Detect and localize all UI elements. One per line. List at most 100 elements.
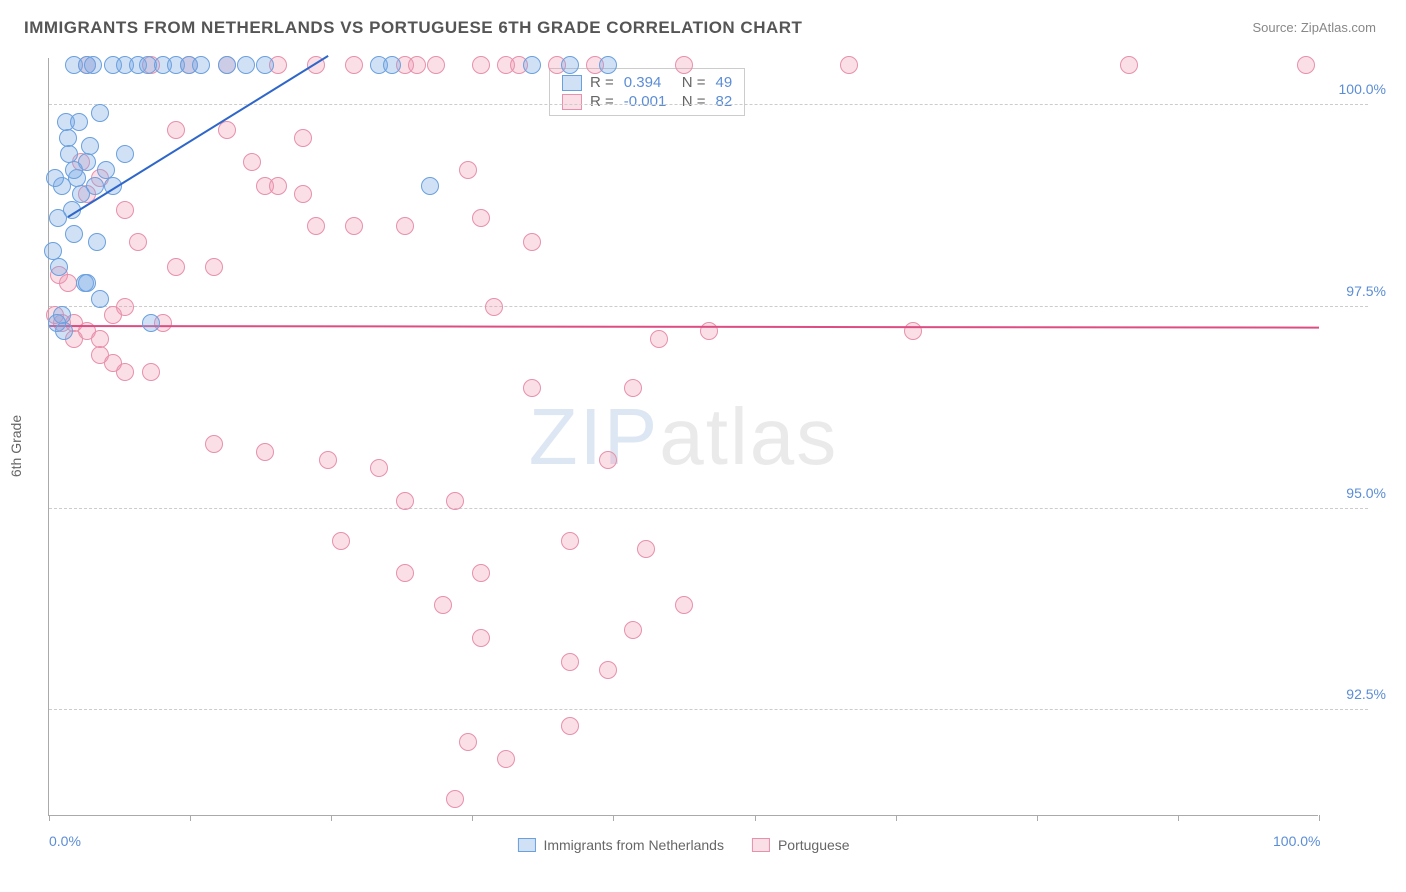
data-point-portuguese	[446, 492, 464, 510]
data-point-netherlands	[86, 177, 104, 195]
data-point-portuguese	[370, 459, 388, 477]
data-point-portuguese	[561, 653, 579, 671]
data-point-portuguese	[904, 322, 922, 340]
gridline-horizontal	[49, 709, 1368, 710]
x-tick-label: 0.0%	[49, 833, 81, 849]
chart-plot-area: ZIPatlas R =0.394N =49R =-0.001N =82 Imm…	[48, 58, 1318, 816]
data-point-portuguese	[637, 540, 655, 558]
trend-line-portuguese	[49, 325, 1319, 329]
data-point-netherlands	[49, 209, 67, 227]
data-point-netherlands	[192, 56, 210, 74]
data-point-netherlands	[46, 169, 64, 187]
data-point-portuguese	[408, 56, 426, 74]
legend-n-value: 82	[716, 93, 733, 110]
data-point-portuguese	[205, 258, 223, 276]
data-point-portuguese	[472, 56, 490, 74]
data-point-portuguese	[345, 56, 363, 74]
data-point-portuguese	[345, 217, 363, 235]
data-point-portuguese	[523, 379, 541, 397]
data-point-portuguese	[307, 217, 325, 235]
y-tick-label: 100.0%	[1339, 81, 1386, 97]
data-point-netherlands	[237, 56, 255, 74]
data-point-portuguese	[459, 733, 477, 751]
series-legend: Immigrants from Netherlands Portuguese	[517, 837, 849, 853]
y-axis-label: 6th Grade	[8, 415, 24, 477]
data-point-portuguese	[1120, 56, 1138, 74]
x-tick-label: 100.0%	[1273, 833, 1320, 849]
data-point-portuguese	[459, 161, 477, 179]
data-point-portuguese	[624, 621, 642, 639]
legend-swatch	[562, 94, 582, 110]
data-point-portuguese	[485, 298, 503, 316]
data-point-portuguese	[332, 532, 350, 550]
data-point-portuguese	[167, 258, 185, 276]
data-point-portuguese	[561, 717, 579, 735]
x-tick	[1037, 815, 1038, 821]
data-point-portuguese	[269, 177, 287, 195]
watermark: ZIPatlas	[529, 391, 838, 483]
data-point-portuguese	[434, 596, 452, 614]
x-tick	[1178, 815, 1179, 821]
legend-item-portuguese: Portuguese	[752, 837, 850, 853]
data-point-netherlands	[91, 290, 109, 308]
data-point-portuguese	[497, 750, 515, 768]
data-point-netherlands	[48, 314, 66, 332]
legend-r-value: -0.001	[624, 93, 674, 110]
data-point-netherlands	[599, 56, 617, 74]
legend-n-label: N =	[682, 74, 706, 91]
watermark-part-a: ZIP	[529, 392, 659, 481]
data-point-portuguese	[294, 185, 312, 203]
data-point-netherlands	[383, 56, 401, 74]
legend-label: Immigrants from Netherlands	[543, 837, 724, 853]
data-point-netherlands	[523, 56, 541, 74]
data-point-portuguese	[675, 596, 693, 614]
data-point-netherlands	[78, 274, 96, 292]
data-point-netherlands	[88, 233, 106, 251]
data-point-portuguese	[472, 629, 490, 647]
chart-title: IMMIGRANTS FROM NETHERLANDS VS PORTUGUES…	[24, 18, 802, 38]
source-attribution: Source: ZipAtlas.com	[1252, 20, 1376, 35]
data-point-netherlands	[116, 145, 134, 163]
data-point-netherlands	[256, 56, 274, 74]
x-tick	[190, 815, 191, 821]
source-link[interactable]: ZipAtlas.com	[1301, 20, 1376, 35]
data-point-portuguese	[142, 363, 160, 381]
legend-swatch	[562, 75, 582, 91]
legend-label: Portuguese	[778, 837, 850, 853]
x-tick	[331, 815, 332, 821]
data-point-netherlands	[84, 56, 102, 74]
data-point-portuguese	[116, 201, 134, 219]
data-point-portuguese	[624, 379, 642, 397]
data-point-portuguese	[675, 56, 693, 74]
legend-r-value: 0.394	[624, 74, 674, 91]
legend-n-label: N =	[682, 93, 706, 110]
data-point-portuguese	[599, 661, 617, 679]
data-point-netherlands	[81, 137, 99, 155]
x-tick	[755, 815, 756, 821]
data-point-portuguese	[472, 209, 490, 227]
data-point-netherlands	[60, 145, 78, 163]
data-point-portuguese	[472, 564, 490, 582]
gridline-horizontal	[49, 306, 1368, 307]
data-point-portuguese	[243, 153, 261, 171]
data-point-portuguese	[446, 790, 464, 808]
legend-row: R =-0.001N =82	[562, 92, 732, 111]
y-tick-label: 92.5%	[1346, 686, 1386, 702]
data-point-netherlands	[142, 314, 160, 332]
trend-line-netherlands	[68, 55, 329, 218]
x-tick	[613, 815, 614, 821]
data-point-netherlands	[65, 161, 83, 179]
data-point-portuguese	[840, 56, 858, 74]
x-tick	[49, 815, 50, 821]
data-point-portuguese	[167, 121, 185, 139]
legend-swatch	[752, 838, 770, 852]
data-point-portuguese	[256, 443, 274, 461]
x-tick	[896, 815, 897, 821]
data-point-portuguese	[319, 451, 337, 469]
data-point-portuguese	[650, 330, 668, 348]
legend-r-label: R =	[590, 74, 614, 91]
data-point-portuguese	[116, 298, 134, 316]
gridline-horizontal	[49, 508, 1368, 509]
data-point-portuguese	[129, 233, 147, 251]
legend-n-value: 49	[716, 74, 733, 91]
